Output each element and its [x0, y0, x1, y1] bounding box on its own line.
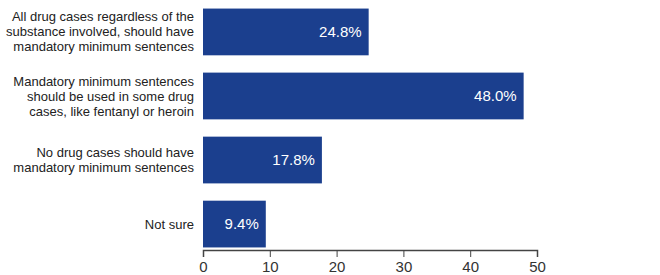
tick: 30 — [396, 250, 413, 275]
data-label: 17.8% — [272, 151, 315, 168]
category-label: All drug cases regardless of thesubstanc… — [6, 9, 194, 54]
tick: 0 — [199, 250, 207, 275]
axis-line — [204, 251, 538, 258]
tick: 50 — [529, 250, 546, 275]
data-label: 48.0% — [474, 87, 517, 104]
tick-mark — [537, 250, 538, 257]
tick-label: 0 — [199, 258, 207, 275]
data-labels: 24.8% 48.0% 17.8% 9.4% — [225, 23, 517, 232]
bars — [203, 9, 524, 248]
tick: 40 — [462, 250, 479, 275]
category-label: No drug cases should havemandatory minim… — [13, 145, 194, 175]
chart: 24.8% 48.0% 17.8% 9.4% 0 10 20 30 40 50 All drug c… — [0, 0, 660, 275]
category-label: Mandatory minimum sentencesshould be use… — [13, 74, 194, 119]
bar — [203, 73, 524, 120]
tick-mark — [337, 250, 338, 257]
bar — [203, 201, 266, 248]
tick-mark — [270, 250, 271, 257]
tick-mark — [470, 250, 471, 257]
category-labels: All drug cases regardless of thesubstanc… — [6, 9, 194, 231]
tick-label: 20 — [329, 258, 346, 275]
bar — [203, 9, 369, 56]
tick: 20 — [329, 250, 346, 275]
tick-mark — [203, 250, 204, 257]
tick-label: 50 — [529, 258, 546, 275]
data-label: 9.4% — [225, 215, 259, 232]
data-label: 24.8% — [319, 23, 362, 40]
tick-label: 30 — [396, 258, 413, 275]
tick-label: 10 — [262, 258, 279, 275]
x-axis: 0 10 20 30 40 50 — [199, 250, 546, 275]
tick-mark — [403, 250, 404, 257]
bar — [203, 137, 322, 184]
category-label: Not sure — [145, 217, 194, 232]
tick: 10 — [262, 250, 279, 275]
tick-label: 40 — [462, 258, 479, 275]
